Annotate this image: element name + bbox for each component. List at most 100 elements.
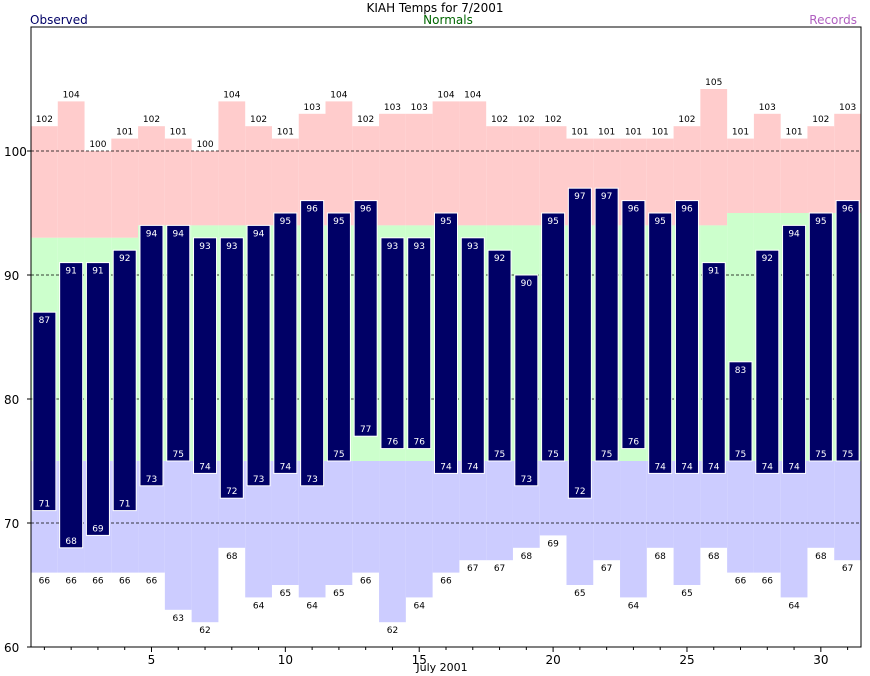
record-high-label: 103 [304, 103, 321, 113]
observed-high-label: 97 [601, 192, 612, 202]
observed-low-label: 74 [654, 462, 666, 472]
record-low-label: 66 [735, 577, 747, 587]
observed-high-label: 94 [146, 229, 158, 239]
record-high-label: 101 [598, 128, 615, 138]
record-low-label: 67 [842, 564, 853, 574]
record-low-bar [646, 461, 674, 548]
record-low-bar [700, 461, 728, 548]
record-high-bar [379, 113, 406, 226]
observed-bar [85, 262, 110, 536]
record-low-bar [727, 461, 754, 573]
record-high-bar [325, 101, 353, 226]
record-high-label: 102 [678, 115, 695, 125]
observed-bar [139, 224, 164, 487]
y-tick-label: 60 [4, 641, 19, 655]
record-low-label: 65 [333, 589, 344, 599]
x-tick-label: 15 [412, 653, 427, 667]
observed-high-label: 94 [253, 229, 265, 239]
x-tick-label: 5 [148, 653, 156, 667]
observed-high-label: 91 [92, 267, 103, 277]
record-high-label: 102 [250, 115, 267, 125]
record-high-bar [405, 113, 433, 226]
observed-low-label: 76 [387, 438, 399, 448]
legend-observed: Observed [30, 13, 88, 27]
record-low-label: 65 [574, 589, 585, 599]
observed-bar [460, 237, 485, 474]
record-high-bar [807, 126, 835, 213]
record-low-label: 64 [413, 601, 425, 611]
record-high-bar [834, 113, 861, 213]
record-high-label: 103 [411, 103, 428, 113]
record-high-bar [753, 113, 781, 213]
observed-low-label: 74 [440, 462, 452, 472]
legend-records: Records [809, 13, 857, 27]
record-low-bar [352, 461, 380, 573]
record-high-label: 102 [812, 115, 829, 125]
observed-bar [112, 249, 137, 512]
record-high-label: 101 [785, 128, 802, 138]
observed-high-label: 83 [735, 366, 746, 376]
observed-bar [434, 212, 458, 474]
observed-high-label: 96 [681, 205, 693, 215]
observed-bar [782, 224, 807, 474]
record-high-label: 102 [491, 115, 508, 125]
record-low-label: 65 [681, 589, 692, 599]
record-high-bar [512, 126, 540, 226]
observed-bar [808, 212, 833, 462]
record-low-label: 68 [226, 552, 238, 562]
record-low-bar [405, 461, 433, 598]
record-low-label: 62 [387, 626, 398, 636]
record-low-bar [459, 461, 487, 561]
x-tick-label: 30 [813, 653, 828, 667]
record-high-label: 102 [518, 115, 535, 125]
observed-high-label: 93 [199, 242, 210, 252]
observed-bar [273, 212, 298, 474]
observed-high-label: 96 [360, 205, 372, 215]
record-low-label: 66 [360, 577, 372, 587]
observed-bar [514, 274, 539, 487]
y-tick-label: 80 [4, 393, 19, 407]
record-low-label: 65 [280, 589, 291, 599]
observed-bar [300, 200, 325, 487]
record-low-bar [620, 461, 647, 598]
y-tick-label: 100 [4, 145, 27, 159]
record-low-label: 68 [815, 552, 827, 562]
observed-high-label: 96 [628, 205, 640, 215]
record-low-bar [539, 461, 567, 536]
observed-low-label: 75 [601, 450, 612, 460]
record-low-label: 67 [467, 564, 478, 574]
record-high-label: 104 [330, 90, 347, 100]
record-low-bar [486, 461, 513, 561]
observed-low-label: 73 [306, 475, 317, 485]
record-low-bar [593, 461, 621, 561]
observed-bar [353, 200, 378, 437]
record-low-bar [432, 461, 460, 573]
record-high-label: 104 [223, 90, 240, 100]
record-low-label: 66 [92, 577, 104, 587]
record-low-bar [191, 461, 219, 623]
record-low-label: 66 [65, 577, 77, 587]
record-low-bar [379, 461, 406, 623]
observed-high-label: 95 [440, 217, 451, 227]
observed-bar [246, 224, 271, 487]
record-high-bar [700, 89, 728, 226]
observed-bar [567, 187, 592, 499]
observed-high-label: 87 [39, 316, 50, 326]
record-high-label: 101 [652, 128, 669, 138]
observed-low-label: 68 [65, 537, 77, 547]
record-low-bar [164, 461, 192, 610]
plot-area: 102 66 87 71 104 66 91 68 100 66 91 69 101 66 92 71 102 6… [4, 26, 862, 667]
record-low-label: 66 [39, 577, 51, 587]
record-low-label: 64 [306, 601, 318, 611]
record-high-bar [539, 126, 567, 226]
observed-low-label: 74 [280, 462, 292, 472]
observed-low-label: 76 [413, 438, 425, 448]
observed-low-label: 74 [681, 462, 693, 472]
record-high-label: 104 [464, 90, 481, 100]
record-high-bar [191, 151, 219, 226]
record-low-label: 62 [199, 626, 210, 636]
observed-high-label: 96 [842, 205, 854, 215]
observed-low-label: 75 [735, 450, 746, 460]
observed-high-label: 93 [413, 242, 424, 252]
observed-bar [59, 262, 84, 549]
